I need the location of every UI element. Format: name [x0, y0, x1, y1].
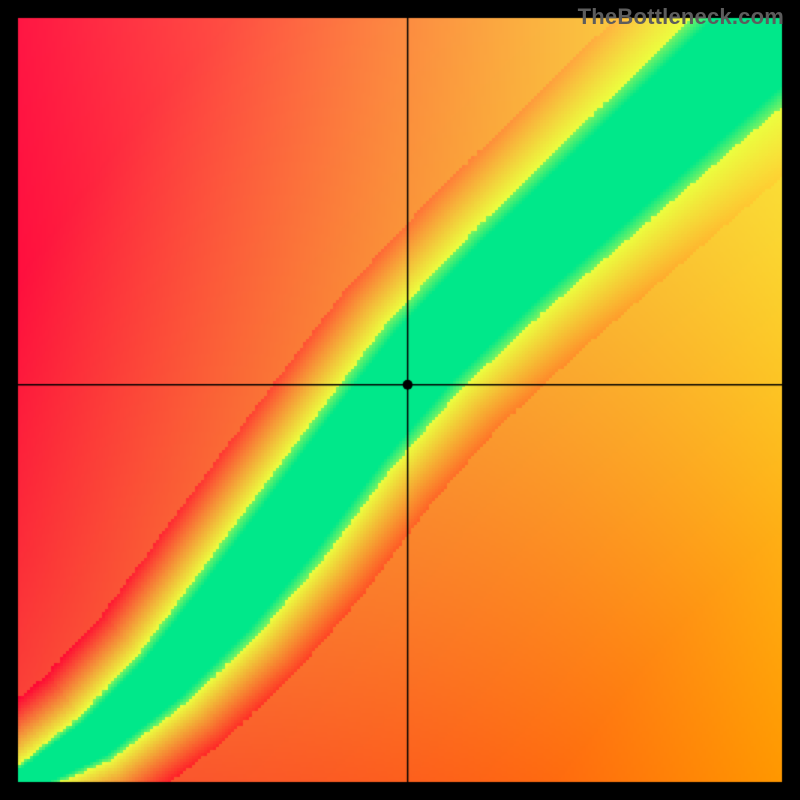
heatmap-canvas-wrap [0, 0, 800, 800]
heatmap-canvas [0, 0, 800, 800]
watermark-label: TheBottleneck.com [578, 4, 784, 30]
chart-container: TheBottleneck.com [0, 0, 800, 800]
